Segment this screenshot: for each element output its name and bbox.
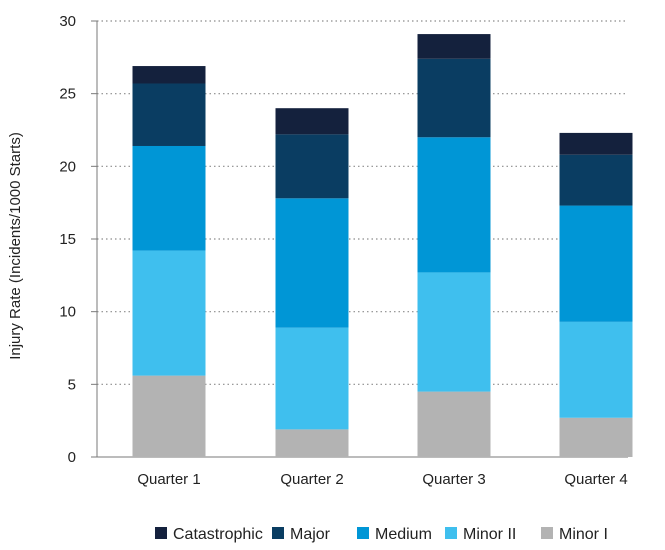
bar-minor-ii-quarter-1 <box>132 250 206 376</box>
bar-catastrophic-quarter-3 <box>417 34 491 59</box>
bar-catastrophic-quarter-4 <box>559 132 633 155</box>
bar-medium-quarter-2 <box>275 198 349 328</box>
legend-label-major: Major <box>290 526 331 543</box>
x-tick-label-3: Quarter 3 <box>422 471 485 488</box>
bar-catastrophic-quarter-2 <box>275 108 349 135</box>
bar-major-quarter-3 <box>417 58 491 138</box>
y-tick-label-15: 15 <box>59 231 76 248</box>
legend-swatch-minor-ii <box>445 527 457 539</box>
tick-labels: 0 5 10 15 20 25 30 Quarter 1 Quarter 2 Quarter 3 Q… <box>59 13 627 488</box>
x-tick-label-1: Quarter 1 <box>137 471 200 488</box>
y-axis-title: Injury Rate (Incidents/1000 Starts) <box>7 132 24 360</box>
y-tick-label-10: 10 <box>59 304 76 321</box>
legend-swatch-catastrophic <box>155 527 167 539</box>
legend-swatch-medium <box>357 527 369 539</box>
bar-major-quarter-4 <box>559 154 633 206</box>
legend-swatch-major <box>272 527 284 539</box>
y-tick-label-0: 0 <box>68 449 76 466</box>
bar-minor-i-quarter-4 <box>559 417 633 457</box>
bar-minor-i-quarter-1 <box>132 375 206 457</box>
bar-catastrophic-quarter-1 <box>132 66 206 84</box>
legend-label-catastrophic: Catastrophic <box>173 526 263 543</box>
bar-major-quarter-1 <box>132 83 206 146</box>
bar-major-quarter-2 <box>275 134 349 199</box>
bar-minor-ii-quarter-4 <box>559 321 633 418</box>
legend-label-medium: Medium <box>375 526 432 543</box>
legend-label-minor-ii: Minor II <box>463 526 516 543</box>
y-tick-label-20: 20 <box>59 158 76 175</box>
y-tick-label-30: 30 <box>59 13 76 30</box>
bar-minor-ii-quarter-3 <box>417 272 491 392</box>
legend-swatch-minor-i <box>541 527 553 539</box>
x-tick-label-4: Quarter 4 <box>564 471 627 488</box>
y-tick-label-5: 5 <box>68 376 76 393</box>
bar-medium-quarter-1 <box>132 145 206 251</box>
gridlines <box>97 20 628 385</box>
bar-medium-quarter-3 <box>417 137 491 273</box>
legend-label-minor-i: Minor I <box>559 526 608 543</box>
bar-medium-quarter-4 <box>559 205 633 322</box>
bar-minor-ii-quarter-2 <box>275 327 349 430</box>
bars <box>132 34 633 457</box>
x-tick-label-2: Quarter 2 <box>280 471 343 488</box>
bar-minor-i-quarter-2 <box>275 429 349 457</box>
bar-minor-i-quarter-3 <box>417 391 491 457</box>
y-tick-label-25: 25 <box>59 86 76 103</box>
legend: Catastrophic Major Medium Minor II Minor I <box>155 526 608 543</box>
